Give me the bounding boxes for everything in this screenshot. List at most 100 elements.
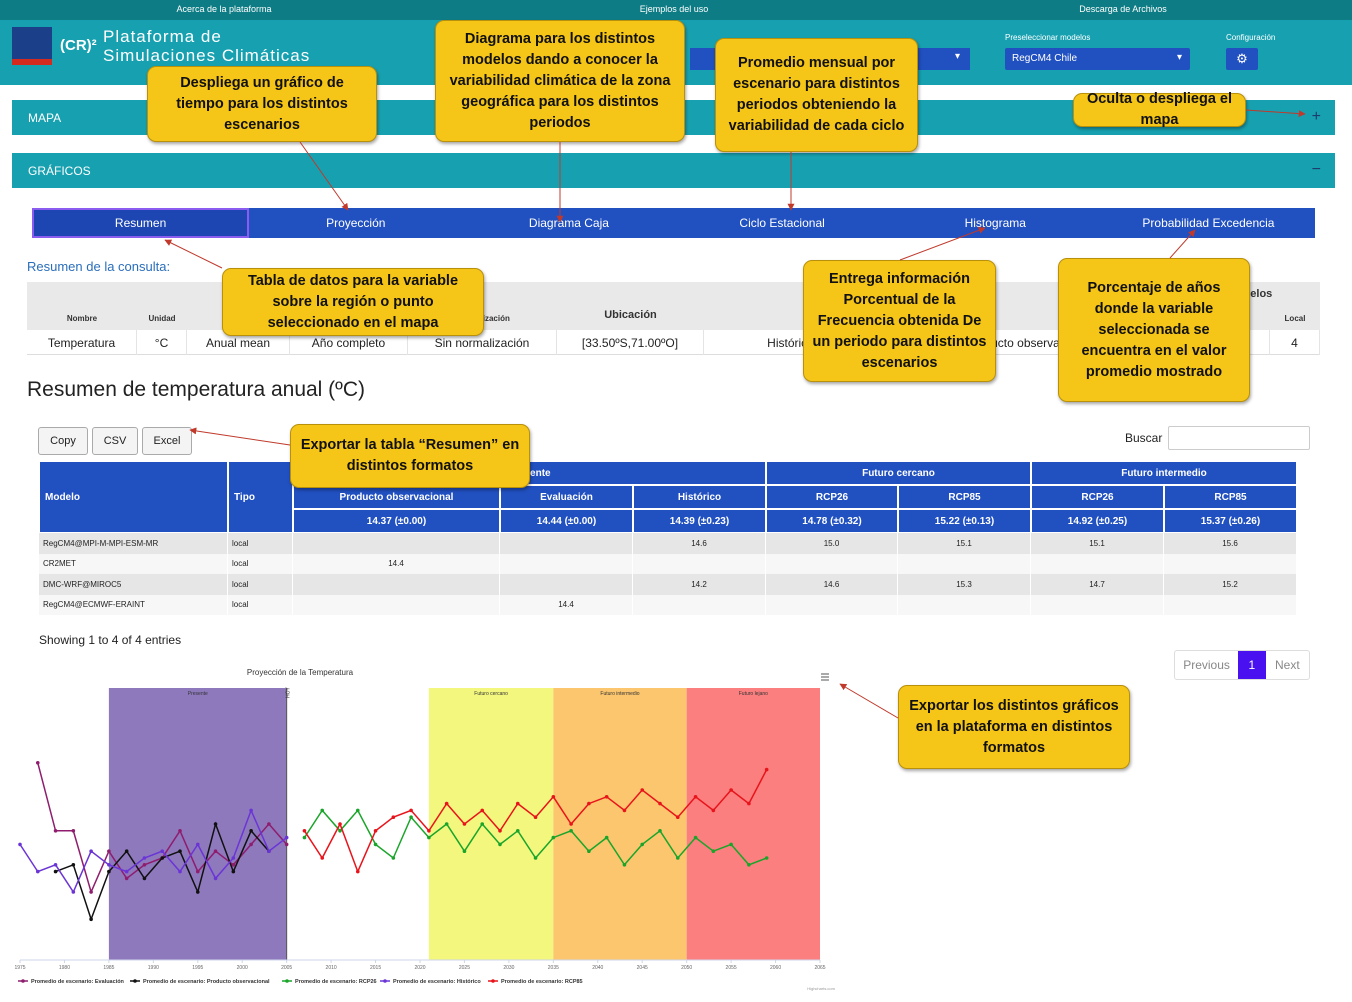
panel-toggle[interactable]: − [1311, 161, 1321, 178]
credits: Highcharts.com [807, 986, 835, 991]
table-cell: 14.4 [293, 553, 500, 574]
data-point [124, 869, 129, 874]
table-cell: [33.50ºS,71.00ºO] [557, 330, 704, 355]
data-point [178, 869, 182, 874]
data-point [231, 863, 236, 867]
table-cell [1031, 594, 1164, 615]
select[interactable]: RegCM4 Chile ▾ [1005, 48, 1190, 70]
tab[interactable]: Histograma [964, 216, 1026, 230]
data-point [249, 829, 253, 833]
page-current[interactable]: 1 [1238, 651, 1266, 679]
table-cell: 15.1 [898, 533, 1031, 554]
data-point [284, 842, 289, 847]
legend-label[interactable]: Promedio de escenario: Evaluación [31, 979, 125, 985]
table-cell: 4 [1270, 330, 1320, 355]
data-point [373, 842, 378, 847]
data-point [195, 842, 200, 847]
data-point [107, 849, 111, 853]
table-cell [293, 594, 500, 615]
data-point [195, 890, 200, 894]
table-cell: Año completo [290, 330, 408, 355]
tab[interactable]: Diagrama Caja [528, 216, 609, 230]
panel-bar[interactable]: GRÁFICOS − [12, 153, 1335, 188]
callout: Exportar la tabla “Resumen” en distintos… [290, 424, 530, 488]
tab[interactable]: Probabilidad Excedencia [1142, 216, 1275, 230]
data-point [711, 808, 716, 813]
tab[interactable]: Ciclo Estacional [739, 216, 825, 230]
tab-bar: Resumen Proyección Diagrama Caja Ciclo Esta… [32, 208, 1315, 238]
column-header: Local [1284, 313, 1306, 323]
column-header: RCP85 [1164, 485, 1297, 509]
legend-label[interactable]: Promedio de escenario: Producto observac… [143, 979, 270, 985]
table-cell [766, 553, 898, 574]
x-tick-label: 2060 [770, 965, 781, 971]
table-cell [500, 574, 633, 595]
callout: Diagrama para los distintos modelos dand… [435, 20, 685, 142]
nav-link[interactable]: Descarga de Archivos [1079, 4, 1167, 14]
export-button[interactable]: Excel [142, 427, 192, 455]
table-cell: RegCM4@ECMWF-ERAINT [39, 594, 228, 615]
column-average: 14.78 (±0.32) [766, 509, 898, 533]
table-cell: 14.7 [1031, 574, 1164, 595]
column-header: Modelo [39, 461, 228, 533]
table-cell [1031, 553, 1164, 574]
data-point [640, 842, 645, 847]
tab[interactable]: Resumen [32, 208, 250, 238]
data-point [640, 788, 645, 792]
data-point [551, 835, 556, 840]
table-cell [898, 553, 1031, 574]
data-point [533, 856, 538, 860]
page-prev[interactable]: Previous [1183, 658, 1230, 672]
legend-label[interactable]: Promedio de escenario: Histórico [393, 979, 481, 985]
data-point [604, 835, 609, 840]
table-cell [293, 574, 500, 595]
table-cell: °C [137, 330, 187, 355]
data-point [729, 788, 733, 792]
data-point [729, 842, 733, 847]
data-point [569, 829, 573, 833]
x-tick-label: 2005 [281, 965, 292, 971]
panel-toggle[interactable]: + [1311, 108, 1321, 125]
data-point [498, 829, 502, 833]
table-cell: DMC-WRF@MIROC5 [39, 574, 228, 595]
data-point [178, 849, 182, 853]
data-point [320, 808, 325, 813]
data-point [53, 829, 58, 833]
search-input[interactable] [1168, 426, 1310, 450]
band-label: Futuro lejano [739, 691, 768, 697]
page-next[interactable]: Next [1274, 658, 1300, 672]
data-point [302, 835, 307, 840]
nav-link[interactable]: Ejemplos del uso [639, 4, 709, 14]
data-point [391, 856, 396, 860]
legend-label[interactable]: Promedio de escenario: RCP26 [295, 979, 377, 985]
legend-label[interactable]: Promedio de escenario: RCP85 [501, 979, 583, 985]
tab[interactable]: Proyección [326, 216, 386, 230]
export-button[interactable]: CSV [92, 427, 138, 455]
arrow [189, 427, 291, 446]
table-cell: 14.4 [500, 594, 633, 615]
export-button[interactable]: Copy [38, 427, 88, 455]
table-cell: 15.0 [766, 533, 898, 554]
panel-label: MAPA [28, 111, 62, 125]
x-tick-label: 2030 [503, 965, 514, 971]
chart-menu[interactable] [821, 673, 829, 681]
data-point [35, 869, 40, 874]
search-label: Buscar [1125, 431, 1163, 445]
x-tick-label: 1985 [103, 965, 114, 971]
x-tick-label: 2015 [370, 965, 381, 971]
column-header: Ubicación [604, 309, 657, 321]
data-point [711, 849, 716, 853]
column-header: RCP85 [898, 485, 1031, 509]
table-cell: 14.6 [766, 574, 898, 595]
arrow [839, 683, 899, 719]
legend-symbol [133, 979, 137, 983]
data-point [71, 890, 76, 894]
table-cell: local [228, 553, 293, 574]
series-line [19, 808, 288, 894]
config-button[interactable]: ⚙ [1226, 48, 1258, 70]
data-point [249, 842, 253, 847]
nav-link[interactable]: Acerca de la plataforma [176, 4, 272, 14]
data-point [462, 822, 467, 826]
data-point [338, 822, 342, 826]
